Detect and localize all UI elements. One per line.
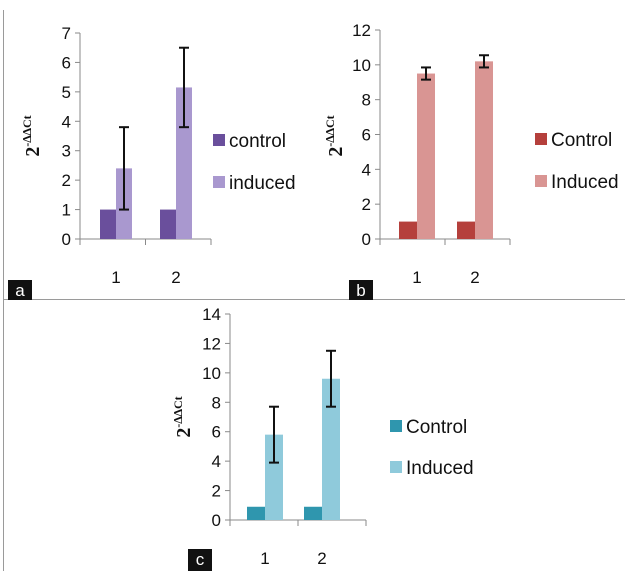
- y-tick-label: 6: [362, 126, 371, 145]
- y-axis-label-superscript: -∆∆Ct: [171, 396, 185, 427]
- y-axis-label-base: 2: [325, 147, 347, 157]
- x-tick-label: 1: [412, 268, 421, 287]
- y-axis-label: 2-∆∆Ct: [20, 115, 44, 156]
- y-tick-label: 10: [202, 364, 221, 383]
- legend-swatch-control: [213, 134, 225, 146]
- y-tick-label: 0: [212, 511, 221, 530]
- bar-control-1: [100, 209, 116, 239]
- x-tick-label: 2: [171, 268, 180, 287]
- legend-label-induced: Induced: [551, 172, 619, 193]
- y-tick-label: 3: [62, 142, 71, 161]
- panel-label-a: a: [8, 280, 32, 300]
- bar-control-2: [304, 506, 322, 520]
- y-tick-label: 2: [362, 195, 371, 214]
- y-tick-label: 12: [202, 334, 221, 353]
- x-tick-label: 2: [317, 549, 326, 568]
- legend-swatch-induced: [213, 176, 225, 188]
- bar-induced-1: [417, 73, 435, 239]
- y-axis-label-base: 2: [173, 428, 195, 438]
- legend-swatch-control: [535, 133, 547, 145]
- legend-label-induced: induced: [229, 173, 296, 194]
- y-tick-label: 2: [212, 482, 221, 501]
- y-tick-label: 0: [62, 230, 71, 249]
- x-tick-label: 1: [111, 268, 120, 287]
- y-tick-label: 10: [352, 56, 371, 75]
- x-tick-label: 2: [470, 268, 479, 287]
- y-axis-label: 2-∆∆Ct: [325, 115, 347, 156]
- bar-control-2: [160, 209, 176, 239]
- frame-separator-top: [3, 299, 625, 300]
- bar-control-2: [457, 221, 475, 239]
- y-axis-label-superscript: -∆∆Ct: [325, 115, 337, 146]
- y-axis-label: 2-∆∆Ct: [171, 396, 195, 437]
- y-tick-label: 8: [362, 91, 371, 110]
- y-tick-label: 4: [62, 112, 71, 131]
- chart-panel-c: 0 2 4 6 8 10 12 14 1 2 Control Induced 2-∆∆Ct c: [145, 300, 500, 571]
- legend-swatch-induced: [535, 175, 547, 187]
- legend-swatch-control: [390, 420, 402, 432]
- y-tick-label: 14: [202, 305, 221, 324]
- y-tick-label: 12: [352, 21, 371, 40]
- legend-label-control: control: [229, 131, 286, 152]
- y-tick-label: 6: [212, 423, 221, 442]
- bar-control-1: [247, 506, 265, 520]
- panel-label-b: b: [349, 280, 373, 300]
- bar-induced-1: [265, 434, 283, 520]
- legend-label-control: Control: [406, 417, 467, 438]
- y-tick-label: 0: [362, 230, 371, 249]
- y-tick-label: 2: [62, 171, 71, 190]
- legend-swatch-induced: [390, 461, 402, 473]
- y-tick-label: 7: [62, 24, 71, 43]
- x-tick-label: 1: [260, 549, 269, 568]
- y-tick-label: 6: [62, 53, 71, 72]
- y-tick-label: 1: [62, 201, 71, 220]
- y-tick-label: 4: [212, 452, 221, 471]
- y-tick-label: 4: [362, 160, 371, 179]
- legend-label-induced: Induced: [406, 458, 474, 479]
- y-axis-label-base: 2: [22, 147, 44, 157]
- y-tick-label: 5: [62, 83, 71, 102]
- bar-induced-2: [475, 61, 493, 239]
- bar-induced-2: [322, 378, 340, 520]
- bar-induced-2: [176, 87, 192, 239]
- chart-panel-a: 0 1 2 3 4 5 6 7 1 2 control induced 2-∆∆Ct a: [5, 10, 325, 300]
- panel-label-c: c: [188, 549, 212, 571]
- y-tick-label: 8: [212, 393, 221, 412]
- y-axis-label-superscript: -∆∆Ct: [20, 115, 34, 146]
- legend-label-control: Control: [551, 130, 612, 151]
- frame-left-border: [3, 10, 4, 571]
- chart-panel-b: 0 2 4 6 8 10 12 1 2 Control Induced 2-∆∆Ct b: [325, 10, 625, 300]
- bar-control-1: [399, 221, 417, 239]
